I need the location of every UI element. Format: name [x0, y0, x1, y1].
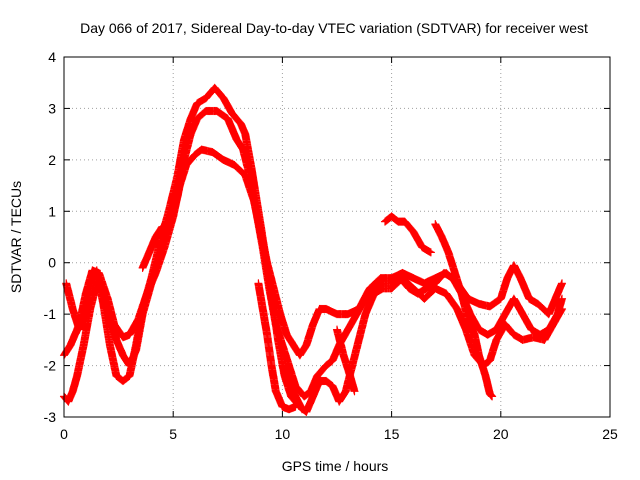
series-track-7 [332, 325, 359, 396]
axis-ticks: 0 5 10 15 20 25 -3 -2 -1 0 1 2 3 4 [44, 49, 618, 442]
series-markers [278, 361, 307, 414]
series-track-6 [278, 361, 307, 414]
series-track-9 [431, 220, 497, 401]
y-tick-label: -2 [44, 358, 57, 374]
y-axis-label: SDTVAR / TECUs [8, 181, 24, 293]
y-tick-label: 3 [48, 100, 56, 116]
series-markers [380, 212, 435, 257]
y-tick-label: 4 [48, 49, 56, 65]
data-series [59, 83, 567, 416]
series-markers [431, 220, 497, 401]
series-markers [254, 279, 300, 414]
series-markers [62, 83, 567, 416]
x-tick-label: 20 [493, 426, 509, 442]
y-tick-label: -3 [44, 409, 57, 425]
y-tick-label: -1 [44, 306, 57, 322]
chart-title: Day 066 of 2017, Sidereal Day-to-day VTE… [80, 20, 588, 36]
series-track-8 [380, 212, 435, 257]
y-tick-label: 2 [48, 152, 56, 168]
series-markers [138, 222, 167, 272]
plot-frame [63, 56, 611, 418]
x-tick-label: 5 [169, 426, 177, 442]
series-track-5 [254, 279, 300, 414]
x-tick-label: 15 [384, 426, 400, 442]
x-tick-label: 10 [275, 426, 291, 442]
series-markers [332, 325, 359, 396]
x-tick-label: 0 [60, 426, 68, 442]
series-track-4 [138, 222, 167, 272]
x-axis-label: GPS time / hours [282, 458, 389, 474]
x-tick-label: 25 [602, 426, 618, 442]
gridlines [64, 57, 610, 417]
series-track-3 [62, 83, 567, 416]
y-tick-label: 1 [48, 203, 56, 219]
y-tick-label: 0 [48, 255, 56, 271]
